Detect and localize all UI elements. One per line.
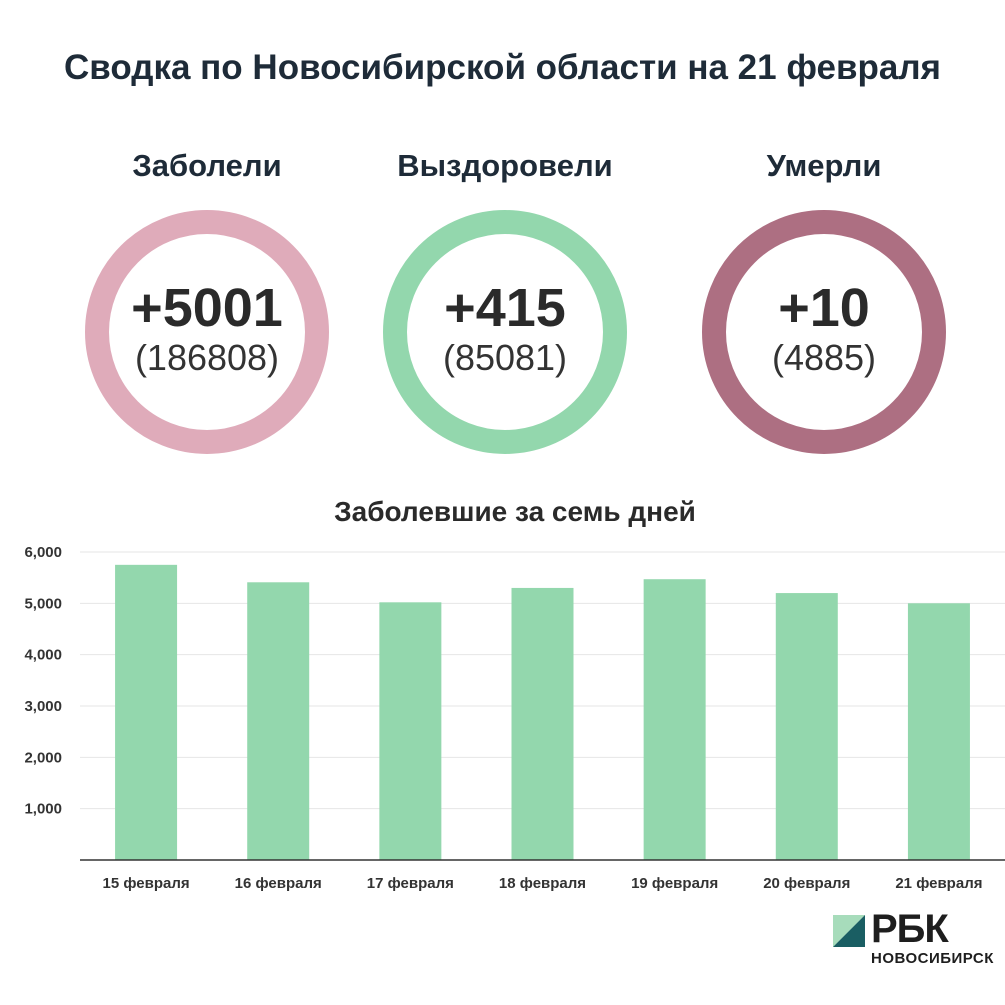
rbc-logo: РБК НОВОСИБИРСК: [833, 907, 998, 975]
x-tick-label: 15 февраля: [103, 875, 190, 892]
bar: [511, 587, 574, 860]
y-tick-label: 1,000: [24, 801, 62, 818]
rbc-logo-region: НОВОСИБИРСК: [871, 950, 994, 967]
x-tick-label: 18 февраля: [499, 875, 586, 892]
bar: [379, 602, 442, 860]
bar: [775, 593, 838, 860]
stat-recovered: Выздоровели +415 (85081): [355, 146, 655, 454]
bar: [115, 564, 178, 860]
y-tick-label: 3,000: [24, 698, 62, 715]
x-tick-label: 17 февраля: [367, 875, 454, 892]
stat-recovered-label: Выздоровели: [397, 148, 613, 183]
y-tick-label: 6,000: [24, 544, 62, 561]
bar: [643, 579, 706, 860]
x-tick-label: 21 февраля: [895, 875, 982, 892]
stat-infected-label: Заболели: [132, 148, 282, 183]
bar: [247, 582, 310, 860]
bar: [907, 603, 970, 860]
x-tick-label: 19 февраля: [631, 875, 718, 892]
stat-recovered-delta: +415: [444, 278, 566, 338]
y-tick-label: 2,000: [24, 749, 62, 766]
stat-deaths-total: (4885): [771, 337, 877, 378]
x-tick-label: 20 февраля: [763, 875, 850, 892]
bar-chart: 1,000 2,000 3,000 4,000 5,000 6,000 15 февраля…: [24, 544, 1005, 892]
rbc-logo-text: РБК: [871, 907, 949, 951]
y-tick-label: 5,000: [24, 595, 62, 612]
stat-deaths-label: Умерли: [766, 148, 882, 183]
page-title: Сводка по Новосибирской области на 21 фе…: [64, 48, 941, 87]
stat-infected-delta: +5001: [131, 278, 283, 338]
x-tick-label: 16 февраля: [235, 875, 322, 892]
stat-deaths: Умерли +10 (4885): [674, 146, 974, 454]
rbc-logo-mark: [833, 915, 865, 947]
stat-recovered-total: (85081): [442, 337, 568, 378]
stat-infected: Заболели +5001 (186808): [57, 146, 357, 454]
stat-infected-total: (186808): [134, 337, 280, 378]
stat-deaths-delta: +10: [778, 278, 870, 338]
y-tick-label: 4,000: [24, 647, 62, 664]
chart-title: Заболевшие за семь дней: [334, 496, 696, 527]
